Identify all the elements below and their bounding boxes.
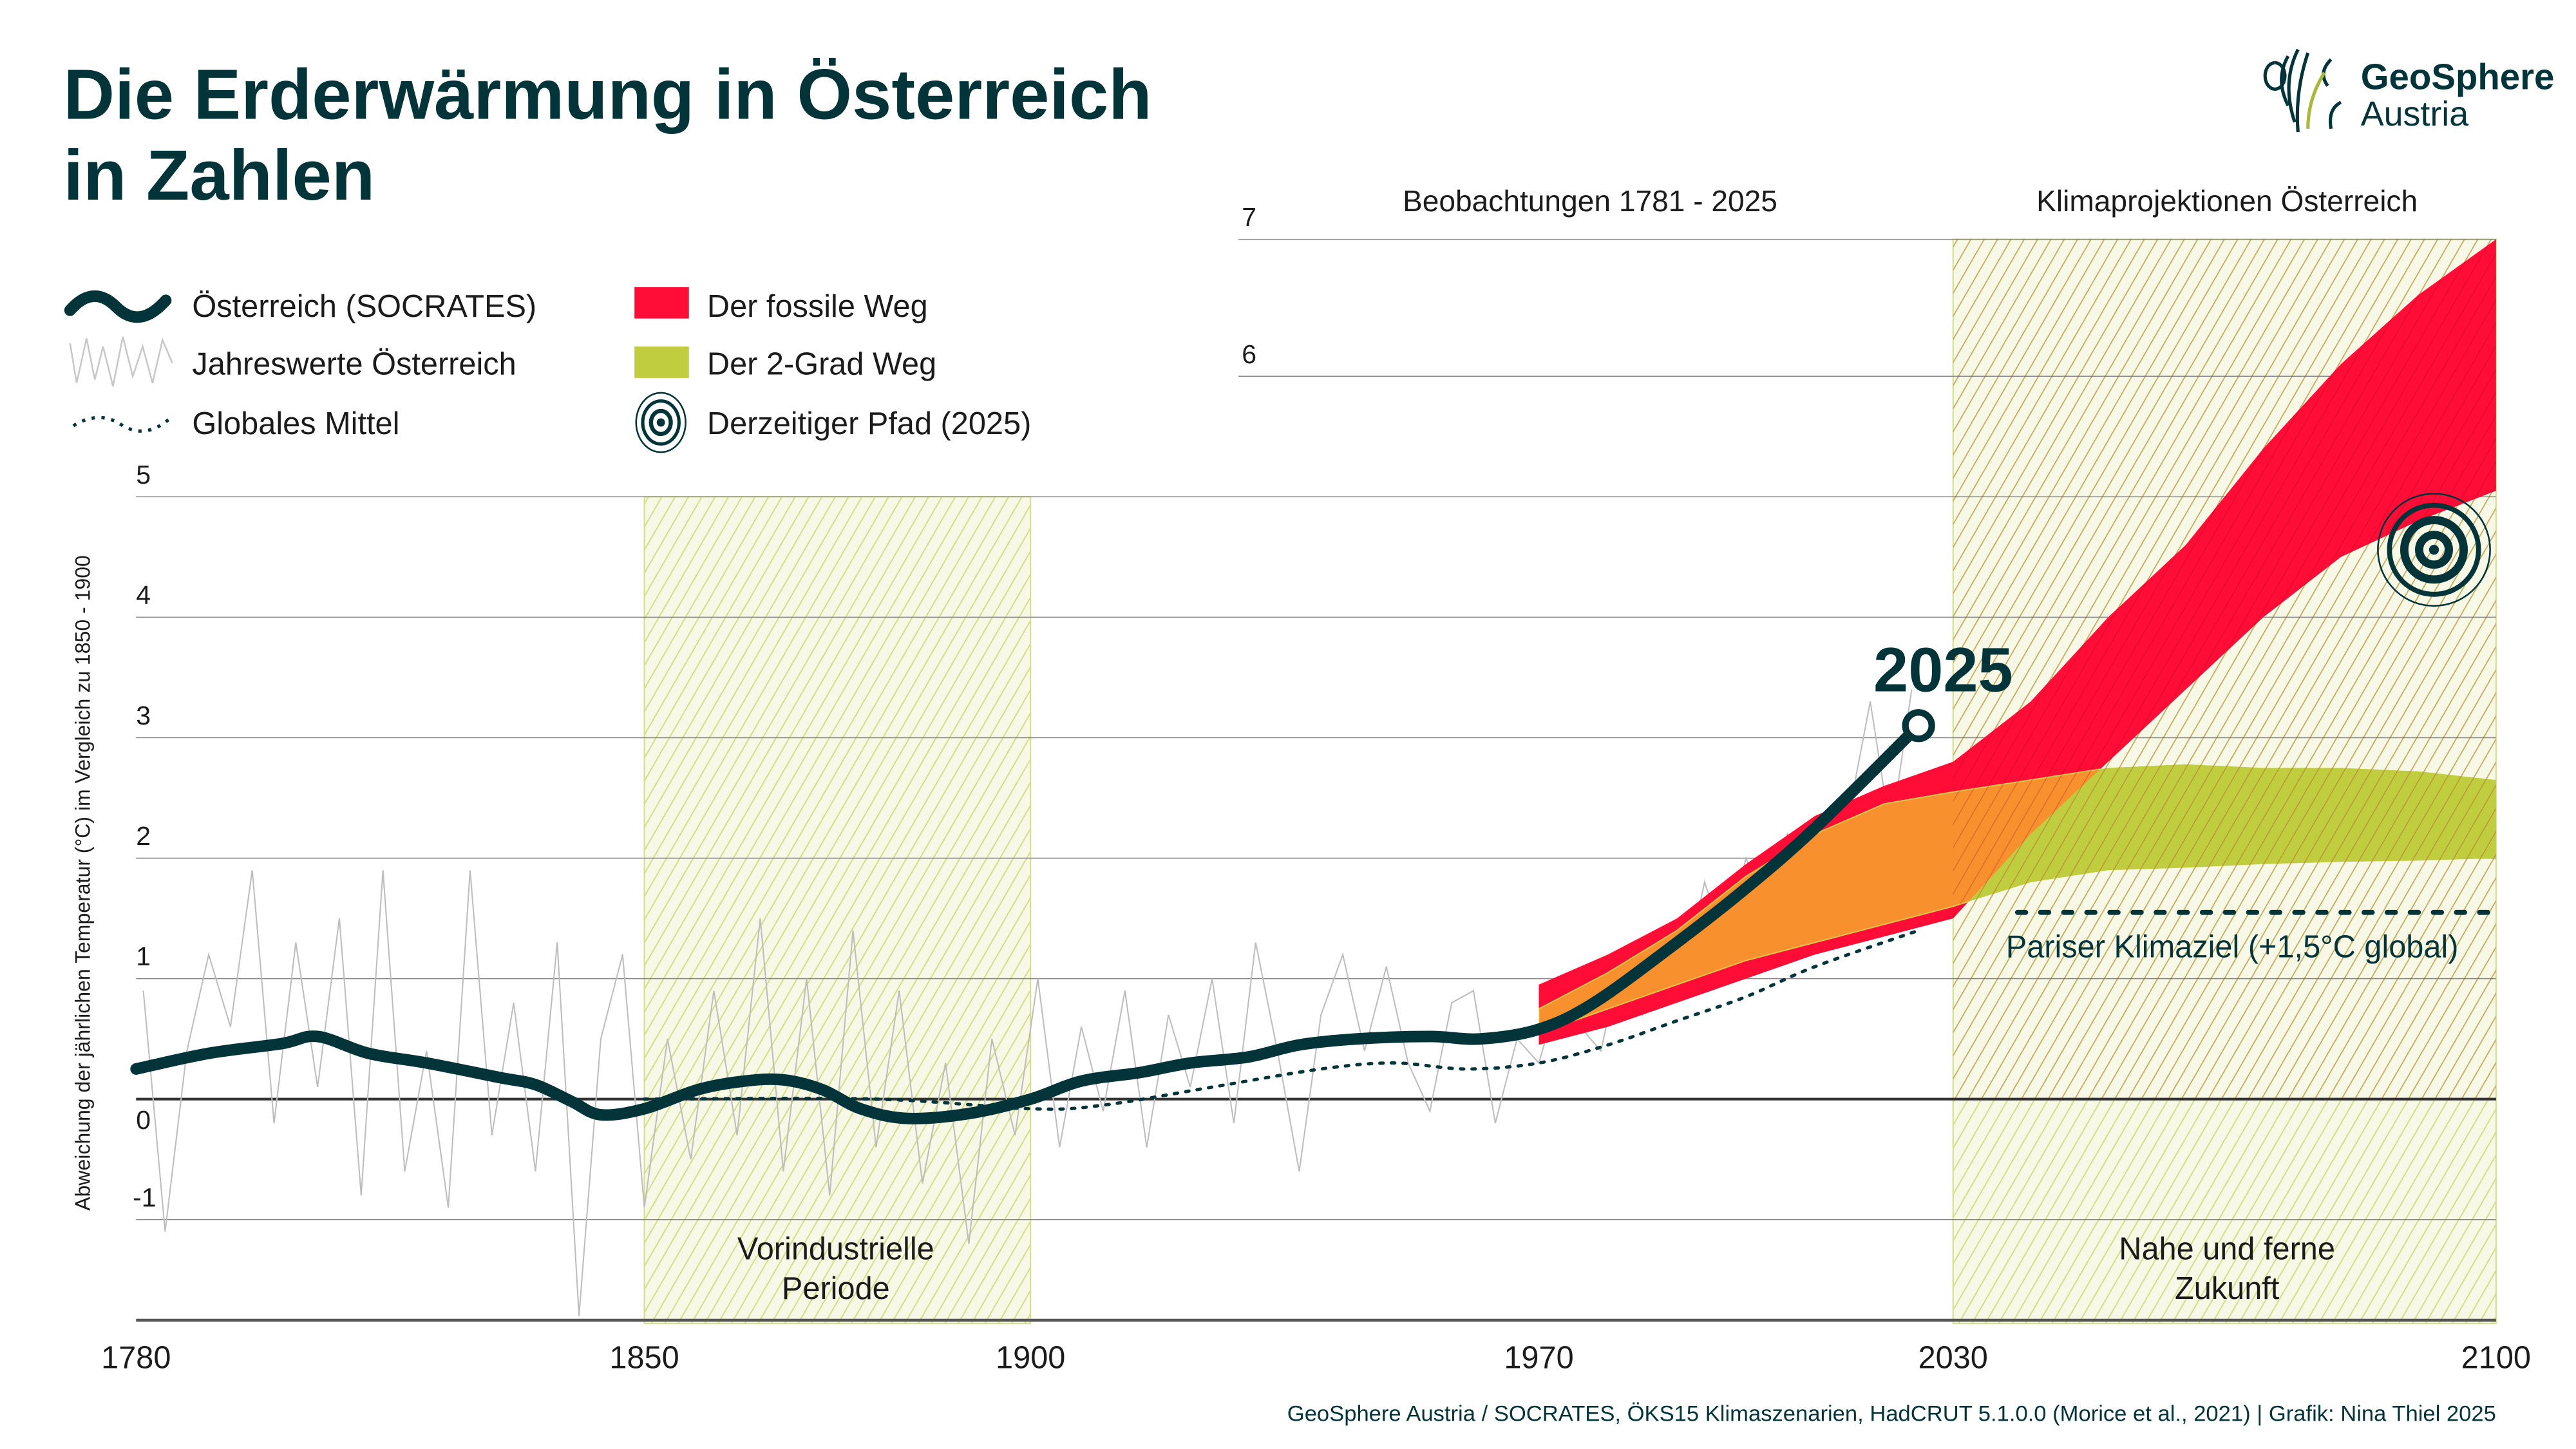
legend: Österreich (SOCRATES) Jahreswerte Österr… [64,287,1031,453]
legend-socrates-label: Österreich (SOCRATES) [192,289,536,324]
logo-text-austria: Austria [2361,95,2469,133]
legend-socrates-swatch [64,290,172,323]
legend-fossil-swatch [634,287,689,319]
x-tick-label: 2030 [1918,1340,1988,1375]
annotation-2025: 2025 [1873,635,2013,705]
current-path-target-ring [2387,502,2481,597]
region-label-preindustrial-1: Vorindustrielle [737,1231,934,1266]
x-tick-label: 1780 [101,1340,171,1375]
current-path-target-ring [2415,531,2453,569]
x-tick-label: 1850 [609,1340,679,1375]
fossil-band [1539,239,2496,1045]
preindustrial-region [643,496,1032,1325]
current-path-target-ring [2377,493,2491,607]
legend-global-label: Globales Mittel [192,406,399,441]
region-label-future-2: Zukunft [2175,1271,2280,1306]
y-axis-title: Abweichung der jährlichen Temperatur (°C… [71,555,95,1211]
global-mean-line [643,929,1920,1111]
y-tick-label: 5 [136,460,151,489]
y-tick-label: 2 [136,821,151,851]
x-tick-label: 1900 [996,1340,1065,1375]
y-tick-label: 0 [136,1105,151,1135]
legend-target-icon [635,392,687,453]
legend-annual-swatch [69,336,173,386]
legend-global-swatch [72,415,171,433]
legend-fossil-label: Der fossile Weg [707,289,928,324]
geosphere-logo: GeoSphere Austria [2263,48,2555,133]
y-tick-label: 4 [136,580,151,610]
paris-target-label: Pariser Klimaziel (+1,5°C global) [2006,929,2459,964]
region-label-preindustrial-2: Periode [782,1271,890,1306]
page-title: Die Erderwärmung in Österreich [64,55,1152,135]
y-tick-label: 1 [136,942,151,971]
y-tick-label: 3 [136,701,151,730]
x-tick-label: 2100 [2461,1340,2531,1375]
logo-text-geosphere: GeoSphere [2361,56,2555,97]
source-credit: GeoSphere Austria / SOCRATES, ÖKS15 Klim… [1287,1401,2496,1426]
projection-hatch-overlay [1953,239,2496,1099]
socrates-line [130,719,1925,1124]
logo-mark-icon [2263,48,2342,133]
current-path-target-ring [2400,516,2468,584]
current-path-target-icon [2429,544,2439,555]
legend-two-degree-label: Der 2-Grad Weg [707,347,936,382]
y-tick-label: -1 [133,1182,156,1212]
legend-two-degree-swatch [634,346,689,378]
y-tick-label: 7 [1242,202,1256,232]
legend-annual-label: Jahreswerte Österreich [192,347,516,382]
x-tick-label: 1970 [1504,1340,1573,1375]
legend-current-path-label: Derzeitiger Pfad (2025) [707,406,1031,441]
projections-header: Klimaprojektionen Österreich [2036,184,2418,218]
page-title-line2: in Zahlen [64,136,375,215]
observations-header: Beobachtungen 1781 - 2025 [1403,184,1777,218]
endpoint-2025-marker [1902,709,1935,743]
region-label-future-1: Nahe und ferne [2119,1231,2335,1266]
y-tick-label: 6 [1242,339,1256,369]
